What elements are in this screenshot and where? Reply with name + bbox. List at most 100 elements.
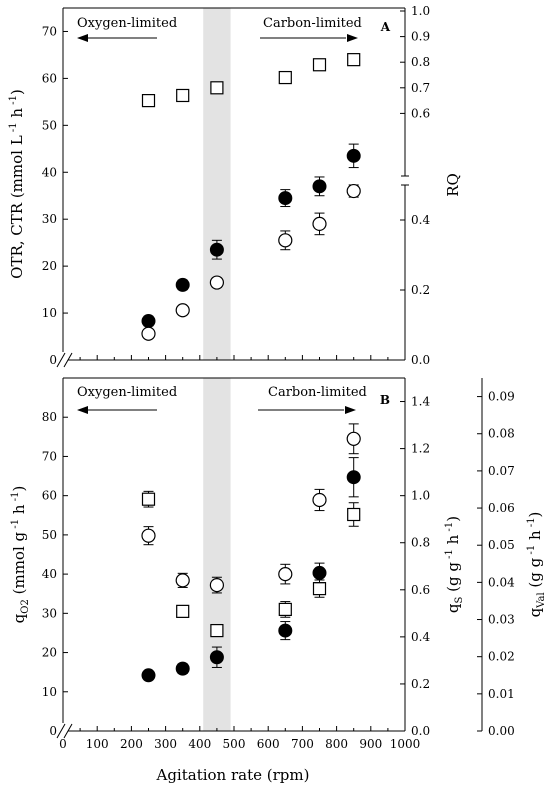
a-series-0-point-0 [141, 314, 156, 329]
panel-a: 0 10 20 30 40 50 60 70 0.0 0.2 0.4 0.6 0.7 0.8 0.9 1.0 O… [8, 4, 462, 368]
x-axis-break-b-gap [60, 723, 68, 739]
y-right-tick-label: 0.9 [411, 30, 430, 44]
a-series-2-point-0 [141, 93, 156, 108]
b-series-1-point-0 [141, 492, 156, 506]
y-right1-tick-label: 1.0 [411, 489, 430, 503]
y-right1-tick-label: 1.4 [411, 395, 430, 409]
a-series-2-point-1 [176, 88, 190, 103]
y-right1-tick-label: 0.8 [411, 536, 430, 550]
a-series-2-point-3 [278, 70, 292, 85]
panel-b-letter: B [380, 393, 390, 407]
y-left-tick-label: 70 [42, 24, 57, 38]
a-series-0-point-4 [312, 179, 327, 194]
y-left-tick-label: 10 [42, 306, 57, 320]
x-tick-label: 300 [154, 737, 177, 751]
y-left-tick-label: 60 [42, 71, 57, 85]
y-right2-tick-label: 0.08 [488, 427, 515, 441]
b-series-2-point-4 [312, 565, 327, 580]
y-right1-tick-label: 0.0 [411, 724, 430, 738]
b-series-0-point-5 [346, 431, 361, 446]
shaded-transition-region [203, 378, 231, 731]
b-series-0-point-0 [141, 528, 156, 543]
x-axis-break-b-mark-2 [63, 723, 73, 739]
y-right1-axis-label: qS​ (g g -1​ h -1​) [444, 516, 465, 613]
b-series-2-point-2 [209, 650, 224, 665]
y-right2-tick-label: 0.01 [488, 687, 515, 701]
x-tick-label: 600 [257, 737, 280, 751]
y-right-axis-label-text: RQ [444, 173, 462, 197]
x-tick-label: 1000 [390, 737, 421, 751]
oxygen-limited-arrowhead [77, 406, 88, 414]
y-left-tick-label: 40 [42, 165, 57, 179]
b-series-0-point-1 [175, 573, 190, 588]
b-series-1-point-3 [278, 602, 292, 617]
carbon-limited-label: Carbon-limited [263, 16, 362, 31]
y-right-tick-label: 1.0 [411, 4, 430, 18]
a-series-0-point-5 [346, 148, 361, 163]
y-left-axis-label: qO2​ (mmol g -1​ h -1​) [10, 486, 31, 624]
carbon-limited-arrowhead [345, 406, 356, 414]
b-series-0-point-4 [312, 492, 327, 508]
y-right2-tick-label: 0.03 [488, 613, 515, 627]
y-left-tick-label: 70 [42, 449, 57, 463]
y-left-tick-label: 0 [49, 724, 57, 738]
y-right1-tick-label: 0.6 [411, 583, 430, 597]
a-series-0-point-2 [209, 242, 224, 257]
y-left-tick-label: 30 [42, 606, 57, 620]
y-left-tick-label: 0 [49, 353, 57, 367]
y-left-tick-label: 20 [42, 646, 57, 660]
b-series-2-point-1 [175, 661, 190, 676]
y-right-tick-label: 0.6 [411, 106, 430, 120]
y-right2-tick-label: 0.09 [488, 390, 515, 404]
x-tick-label: 400 [188, 737, 211, 751]
a-series-1-point-3 [278, 233, 293, 248]
y-right1-tick-label: 1.2 [411, 442, 430, 456]
y-left-tick-label: 50 [42, 528, 57, 542]
y-right-axis-label: RQ [444, 173, 462, 197]
b-series-2-point-0 [141, 668, 156, 683]
b-series-1-point-5 [347, 507, 361, 522]
panel-a-letter: A [380, 20, 391, 34]
x-tick-label: 200 [120, 737, 143, 751]
y-left-tick-label: 20 [42, 259, 57, 273]
y-left-axis-label-text: OTR, CTR (mmol L -1​ h -1​) [8, 89, 26, 279]
oxygen-limited-label: Oxygen-limited [77, 16, 177, 31]
oxygen-limited-label: Oxygen-limited [77, 385, 177, 400]
x-tick-label: 900 [359, 737, 382, 751]
shaded-transition-region [203, 8, 231, 360]
y-right2-axis-label: qVal​ (g g -1​ h -1​) [526, 512, 547, 618]
carbon-limited-label: Carbon-limited [268, 385, 367, 400]
a-series-1-point-2 [209, 275, 224, 290]
y-left-tick-label: 60 [42, 489, 57, 503]
x-tick-label: 100 [86, 737, 109, 751]
y-right2-tick-label: 0.05 [488, 538, 515, 552]
y-left-axis-label: OTR, CTR (mmol L -1​ h -1​) [8, 89, 26, 279]
y-right1-axis-label-text: qS​ (g g -1​ h -1​) [444, 516, 465, 613]
y-left-tick-label: 10 [42, 685, 57, 699]
a-series-1-point-4 [312, 216, 327, 231]
x-axis-break-a-mark-2 [63, 352, 73, 368]
b-series-1-point-2 [210, 623, 224, 638]
y-right-tick-label: 0.0 [411, 353, 430, 367]
y-right-tick-label: 0.2 [411, 283, 430, 297]
y-left-tick-label: 80 [42, 410, 57, 424]
y-right-tick-label: 0.7 [411, 81, 430, 95]
y-left-tick-label: 30 [42, 212, 57, 226]
carbon-limited-arrowhead [347, 34, 358, 42]
a-series-1-point-1 [175, 303, 190, 318]
a-series-2-point-2 [210, 81, 224, 95]
a-series-2-point-4 [312, 58, 327, 72]
a-series-0-point-1 [175, 277, 190, 292]
oxygen-limited-arrowhead [77, 34, 88, 42]
a-series-1-point-0 [141, 326, 156, 341]
x-tick-label: 700 [291, 737, 314, 751]
y-right-tick-label: 0.4 [411, 213, 430, 227]
b-series-2-point-3 [278, 623, 293, 638]
y-right2-axis-label-text: qVal​ (g g -1​ h -1​) [526, 512, 547, 618]
y-right2-tick-label: 0.02 [488, 650, 515, 664]
y-right2-tick-label: 0.04 [488, 575, 515, 589]
x-axis-break-a-mark-1 [56, 352, 66, 368]
a-series-0-point-3 [278, 191, 293, 206]
